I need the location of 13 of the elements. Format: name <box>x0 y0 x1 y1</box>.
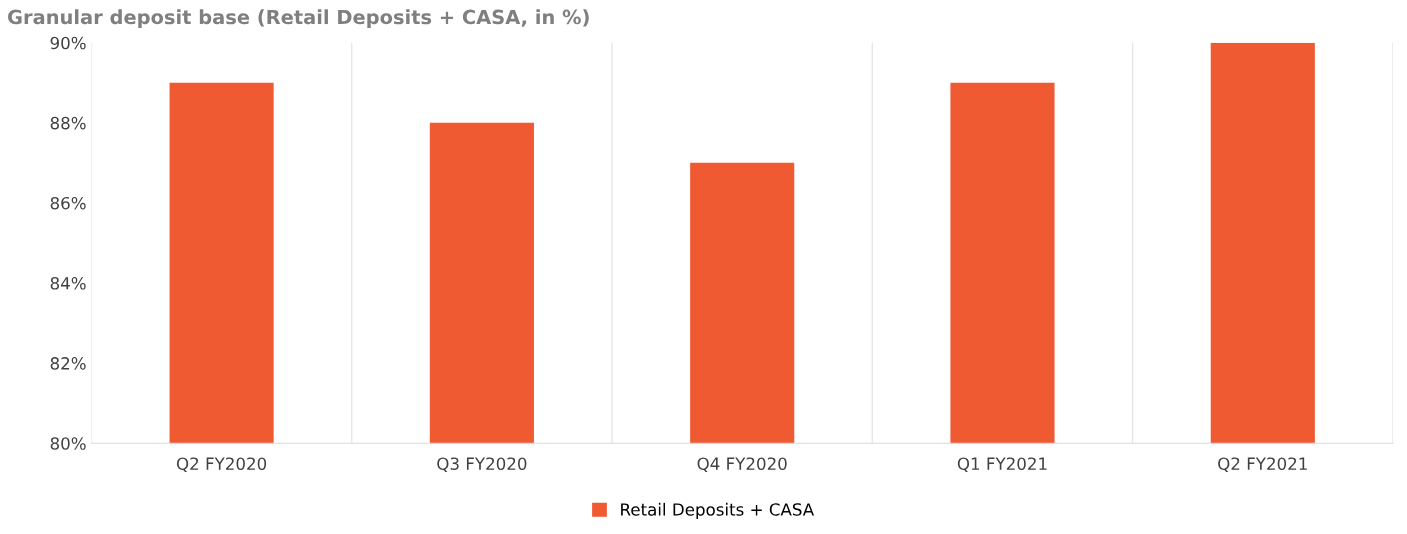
x-tick-label: Q3 FY2020 <box>437 457 527 472</box>
y-tick-label: 80% <box>50 437 86 450</box>
chart-title: Granular deposit base (Retail Deposits + CASA, in %) <box>8 9 589 29</box>
legend-label: Retail Deposits + CASA <box>621 502 815 519</box>
y-tick-label: 82% <box>50 357 86 370</box>
x-tick-label: Q2 FY2021 <box>1218 457 1307 472</box>
x-tick-label: Q1 FY2021 <box>957 457 1047 472</box>
x-tick-label: Q2 FY2020 <box>176 457 267 472</box>
x-tick-label: Q4 FY2020 <box>697 457 787 472</box>
y-tick-label: 86% <box>50 196 86 210</box>
y-tick-label: 84% <box>50 276 86 290</box>
y-tick-label: 90% <box>50 36 86 50</box>
y-tick-label: 88% <box>50 116 86 130</box>
